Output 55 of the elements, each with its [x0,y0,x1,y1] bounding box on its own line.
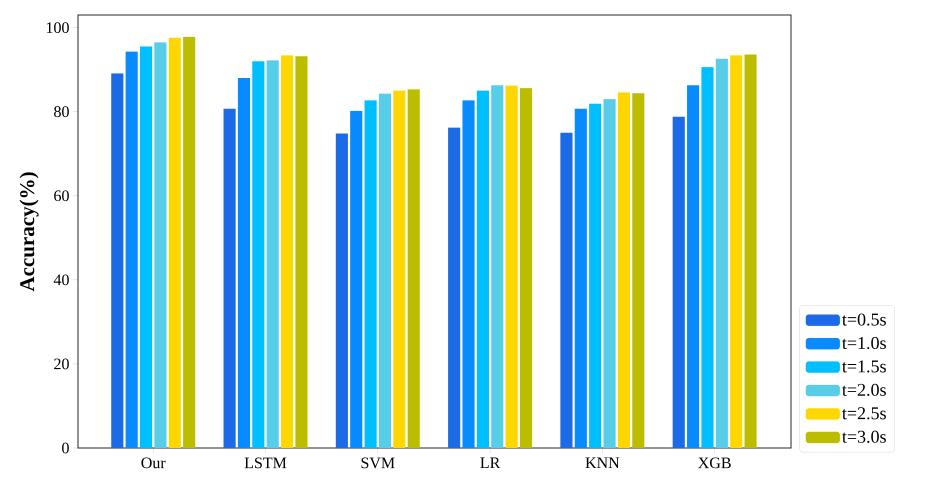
bar [448,128,460,448]
y-tick-label: 40 [54,274,69,286]
bar [476,90,489,448]
bar [672,116,685,448]
bar [716,58,728,448]
bar [701,67,714,448]
x-tick-label: XGB [698,458,731,468]
y-tick-label: 80 [54,106,69,118]
bar [126,52,138,448]
bar [336,134,348,448]
bar [560,132,572,448]
legend-label: t=3.0s [842,430,886,443]
bar [589,104,602,448]
bar [491,85,504,448]
legend-label: t=2.0s [842,384,886,396]
bar [603,99,616,448]
legend-label: t=2.5s [842,407,886,420]
bar [687,85,700,448]
y-tick-label: 20 [54,358,69,370]
bar [252,61,264,448]
y-axis-title: Accuracy(%) [20,172,39,292]
bar [350,110,362,448]
x-tick-label: LR [480,458,500,468]
x-tick-label: LSTM [244,458,286,468]
bar [266,60,279,448]
bar [168,38,181,448]
legend-label: t=0.5s [842,313,886,326]
bar [364,100,377,448]
legend-label: t=1.5s [842,360,886,373]
bar [154,42,166,448]
bar [295,56,308,448]
bar [520,88,532,448]
bar [744,54,757,448]
bar [574,108,587,448]
bar [393,90,406,448]
bar [238,78,250,448]
x-tick-label: SVM [362,458,395,468]
bar [408,89,420,448]
bar [183,36,196,448]
bar [224,108,236,448]
legend-label: t=1.0s [842,336,886,350]
bar [281,55,294,448]
bar [378,94,392,448]
bar [462,100,475,448]
bar [730,55,742,448]
bar [111,73,124,448]
bar [506,86,518,448]
x-tick-label: Our [141,458,166,468]
y-tick-label: 100 [46,22,69,34]
bar [632,93,644,448]
y-tick-label: 0 [62,442,69,454]
y-tick-label: 60 [54,190,69,202]
x-tick-label: KNN [585,458,620,468]
bar [140,46,152,448]
bar [618,92,630,448]
